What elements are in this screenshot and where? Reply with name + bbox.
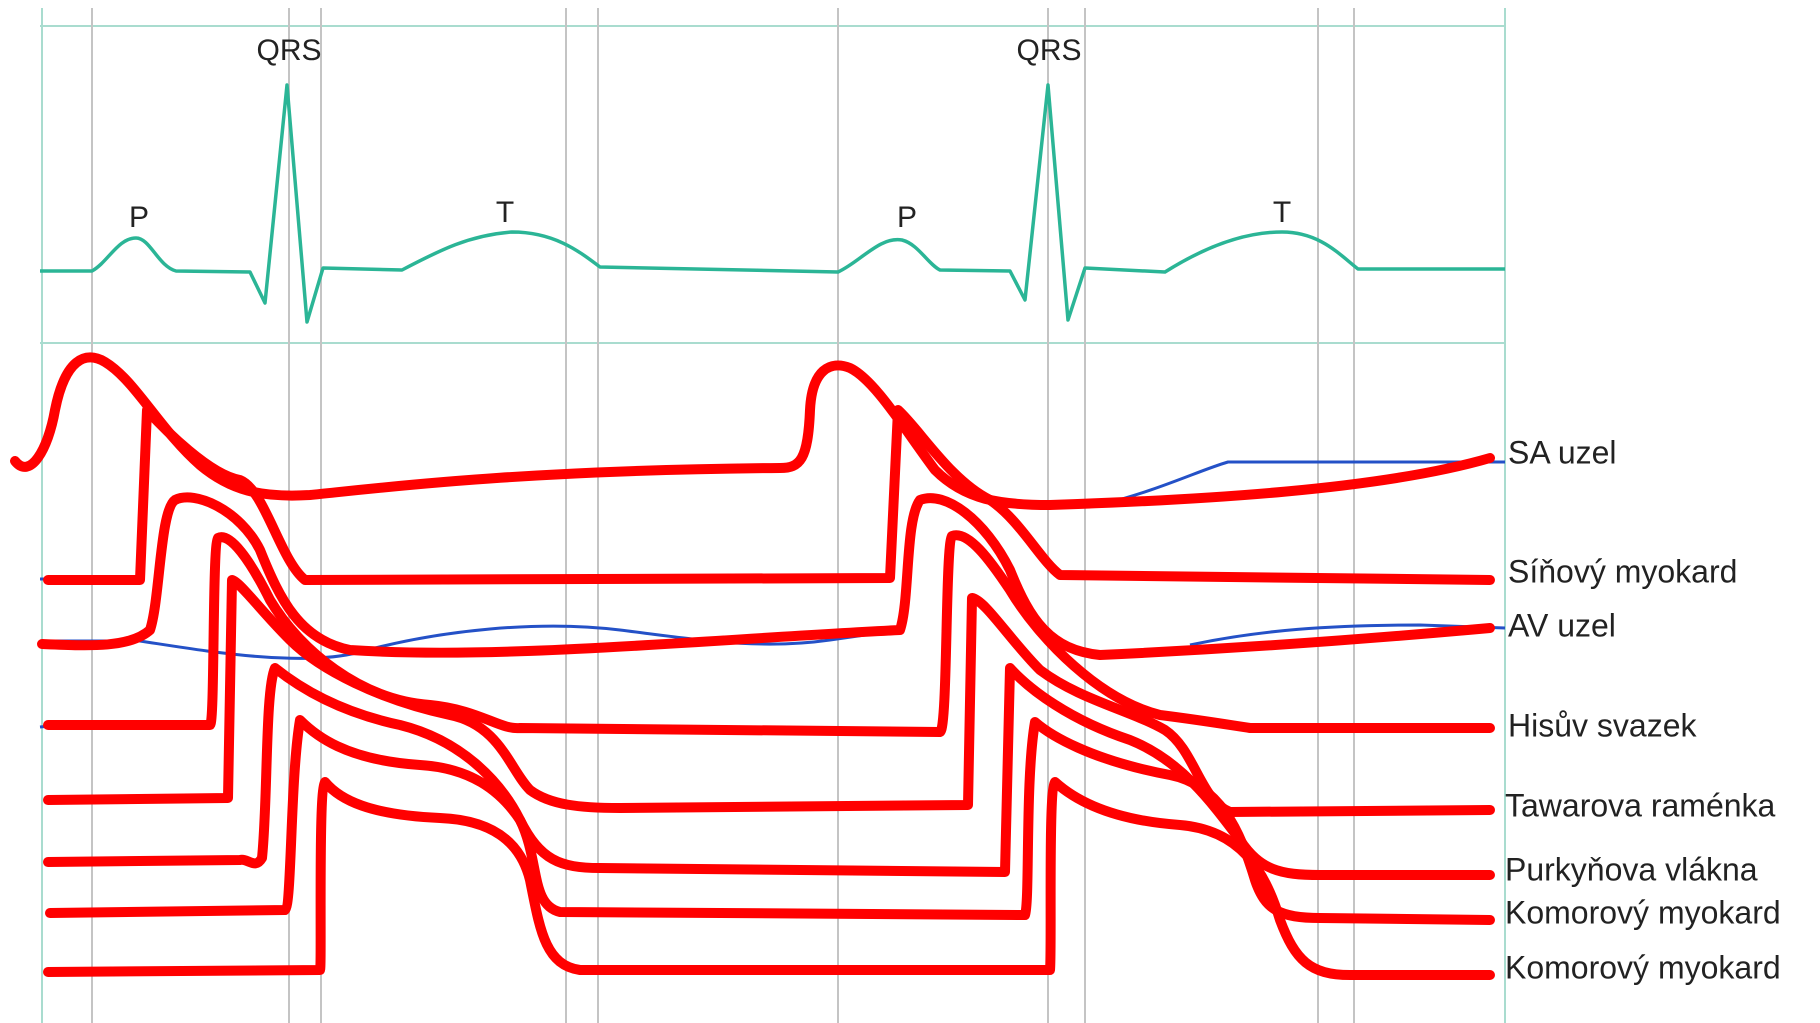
p-wave-label-2: P: [897, 201, 917, 234]
row-label-tawara-branches: Tawarova raménka: [1505, 787, 1776, 823]
ventricular-myocardium-2-trace: [43, 777, 1495, 980]
grid-verticals: [91, 8, 1355, 1023]
row-label-av-node: AV uzel: [1508, 607, 1616, 643]
row-label-ventricular-myocardium-1: Komorový myokard: [1505, 894, 1781, 930]
purkinje-fibers-trace: [43, 663, 1495, 880]
row-label-atrial-myocardium: Síňový myokard: [1508, 553, 1737, 589]
p-wave-label-1: P: [129, 201, 149, 234]
row-label-ventricular-myocardium-2: Komorový myokard: [1505, 949, 1781, 985]
row-label-purkinje-fibers: Purkyňova vlákna: [1505, 851, 1758, 887]
qrs-label-2: QRS: [1016, 34, 1081, 67]
grid: [40, 8, 1506, 1023]
atrial-myocardium-trace: [43, 405, 1495, 585]
sa-node-trace: [10, 352, 1495, 510]
qrs-label-1: QRS: [256, 34, 321, 67]
av-node-trace: [37, 492, 1495, 660]
t-wave-label-2: T: [1273, 196, 1291, 229]
his-bundle-trace: [43, 530, 1495, 737]
ecg-labels: P QRS T P QRS T: [129, 34, 1291, 234]
t-wave-label-1: T: [496, 196, 514, 229]
tawara-branches-trace: [43, 575, 1495, 817]
row-label-his-bundle: Hisův svazek: [1508, 707, 1698, 743]
row-labels: SA uzel Síňový myokard AV uzel Hisův sva…: [1505, 434, 1781, 985]
av-underlying-trace-2: [1189, 623, 1506, 647]
ecg-trace: [40, 83, 1505, 324]
row-label-sa-node: SA uzel: [1508, 434, 1617, 470]
action-potential-traces: [10, 352, 1495, 980]
ventricular-myocardium-1-trace: [45, 715, 1495, 925]
